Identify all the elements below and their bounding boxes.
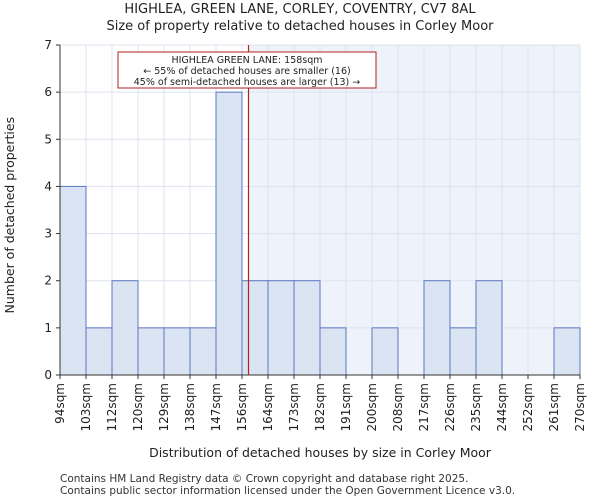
y-tick-label: 4 bbox=[44, 179, 52, 193]
x-tick-label: 129sqm bbox=[157, 383, 171, 431]
x-axis-label: Distribution of detached houses by size … bbox=[149, 445, 491, 460]
y-tick-label: 0 bbox=[44, 368, 52, 382]
y-axis-label: Number of detached properties bbox=[2, 116, 17, 314]
histogram-bar bbox=[267, 280, 295, 376]
histogram-bar bbox=[475, 280, 503, 376]
x-tick-label: 164sqm bbox=[261, 383, 275, 431]
chart-title: HIGHLEA, GREEN LANE, CORLEY, COVENTRY, C… bbox=[124, 2, 476, 17]
footer-line-2: Contains public sector information licen… bbox=[60, 485, 516, 497]
x-tick-label: 261sqm bbox=[547, 383, 561, 431]
histogram-bar bbox=[241, 280, 269, 376]
histogram-bar bbox=[423, 280, 451, 376]
histogram-bar bbox=[59, 185, 87, 376]
x-tick-label: 252sqm bbox=[521, 383, 535, 431]
histogram-bar bbox=[163, 327, 191, 376]
x-tick-label: 120sqm bbox=[131, 383, 145, 431]
x-tick-label: 94sqm bbox=[53, 383, 67, 424]
y-tick-label: 2 bbox=[44, 274, 52, 288]
histogram-bar bbox=[319, 327, 347, 376]
y-tick-label: 7 bbox=[44, 38, 52, 52]
histogram-bar bbox=[553, 327, 581, 376]
x-tick-label: 112sqm bbox=[105, 383, 119, 431]
x-tick-label: 217sqm bbox=[417, 383, 431, 431]
x-tick-label: 200sqm bbox=[365, 383, 379, 431]
y-tick-label: 6 bbox=[44, 85, 52, 99]
x-tick-label: 226sqm bbox=[443, 383, 457, 431]
y-tick-label: 3 bbox=[44, 227, 52, 241]
histogram-bar bbox=[293, 280, 321, 376]
x-tick-label: 235sqm bbox=[469, 383, 483, 431]
histogram-bar bbox=[215, 91, 243, 376]
histogram-bar bbox=[111, 280, 139, 376]
annotation-line: ← 55% of detached houses are smaller (16… bbox=[143, 66, 350, 77]
annotation-line: HIGHLEA GREEN LANE: 158sqm bbox=[171, 55, 322, 66]
x-tick-label: 138sqm bbox=[183, 383, 197, 431]
x-tick-label: 270sqm bbox=[573, 383, 587, 431]
chart-subtitle: Size of property relative to detached ho… bbox=[106, 19, 494, 34]
x-tick-label: 103sqm bbox=[79, 383, 93, 431]
y-tick-label: 5 bbox=[44, 132, 52, 146]
histogram-bar bbox=[371, 327, 399, 376]
x-tick-label: 173sqm bbox=[287, 383, 301, 431]
y-tick-label: 1 bbox=[44, 321, 52, 335]
annotation-line: 45% of semi-detached houses are larger (… bbox=[134, 77, 361, 88]
histogram-bar bbox=[85, 327, 113, 376]
annotation-box bbox=[117, 51, 377, 89]
histogram-bar bbox=[189, 327, 217, 376]
footer-line-1: Contains HM Land Registry data © Crown c… bbox=[60, 473, 469, 485]
x-tick-label: 182sqm bbox=[313, 383, 327, 431]
x-tick-label: 208sqm bbox=[391, 383, 405, 431]
x-tick-label: 147sqm bbox=[209, 383, 223, 431]
histogram-bar bbox=[137, 327, 165, 376]
histogram-bar bbox=[449, 327, 477, 376]
x-tick-label: 191sqm bbox=[339, 383, 353, 431]
x-tick-label: 156sqm bbox=[235, 383, 249, 431]
x-tick-label: 244sqm bbox=[495, 383, 509, 431]
